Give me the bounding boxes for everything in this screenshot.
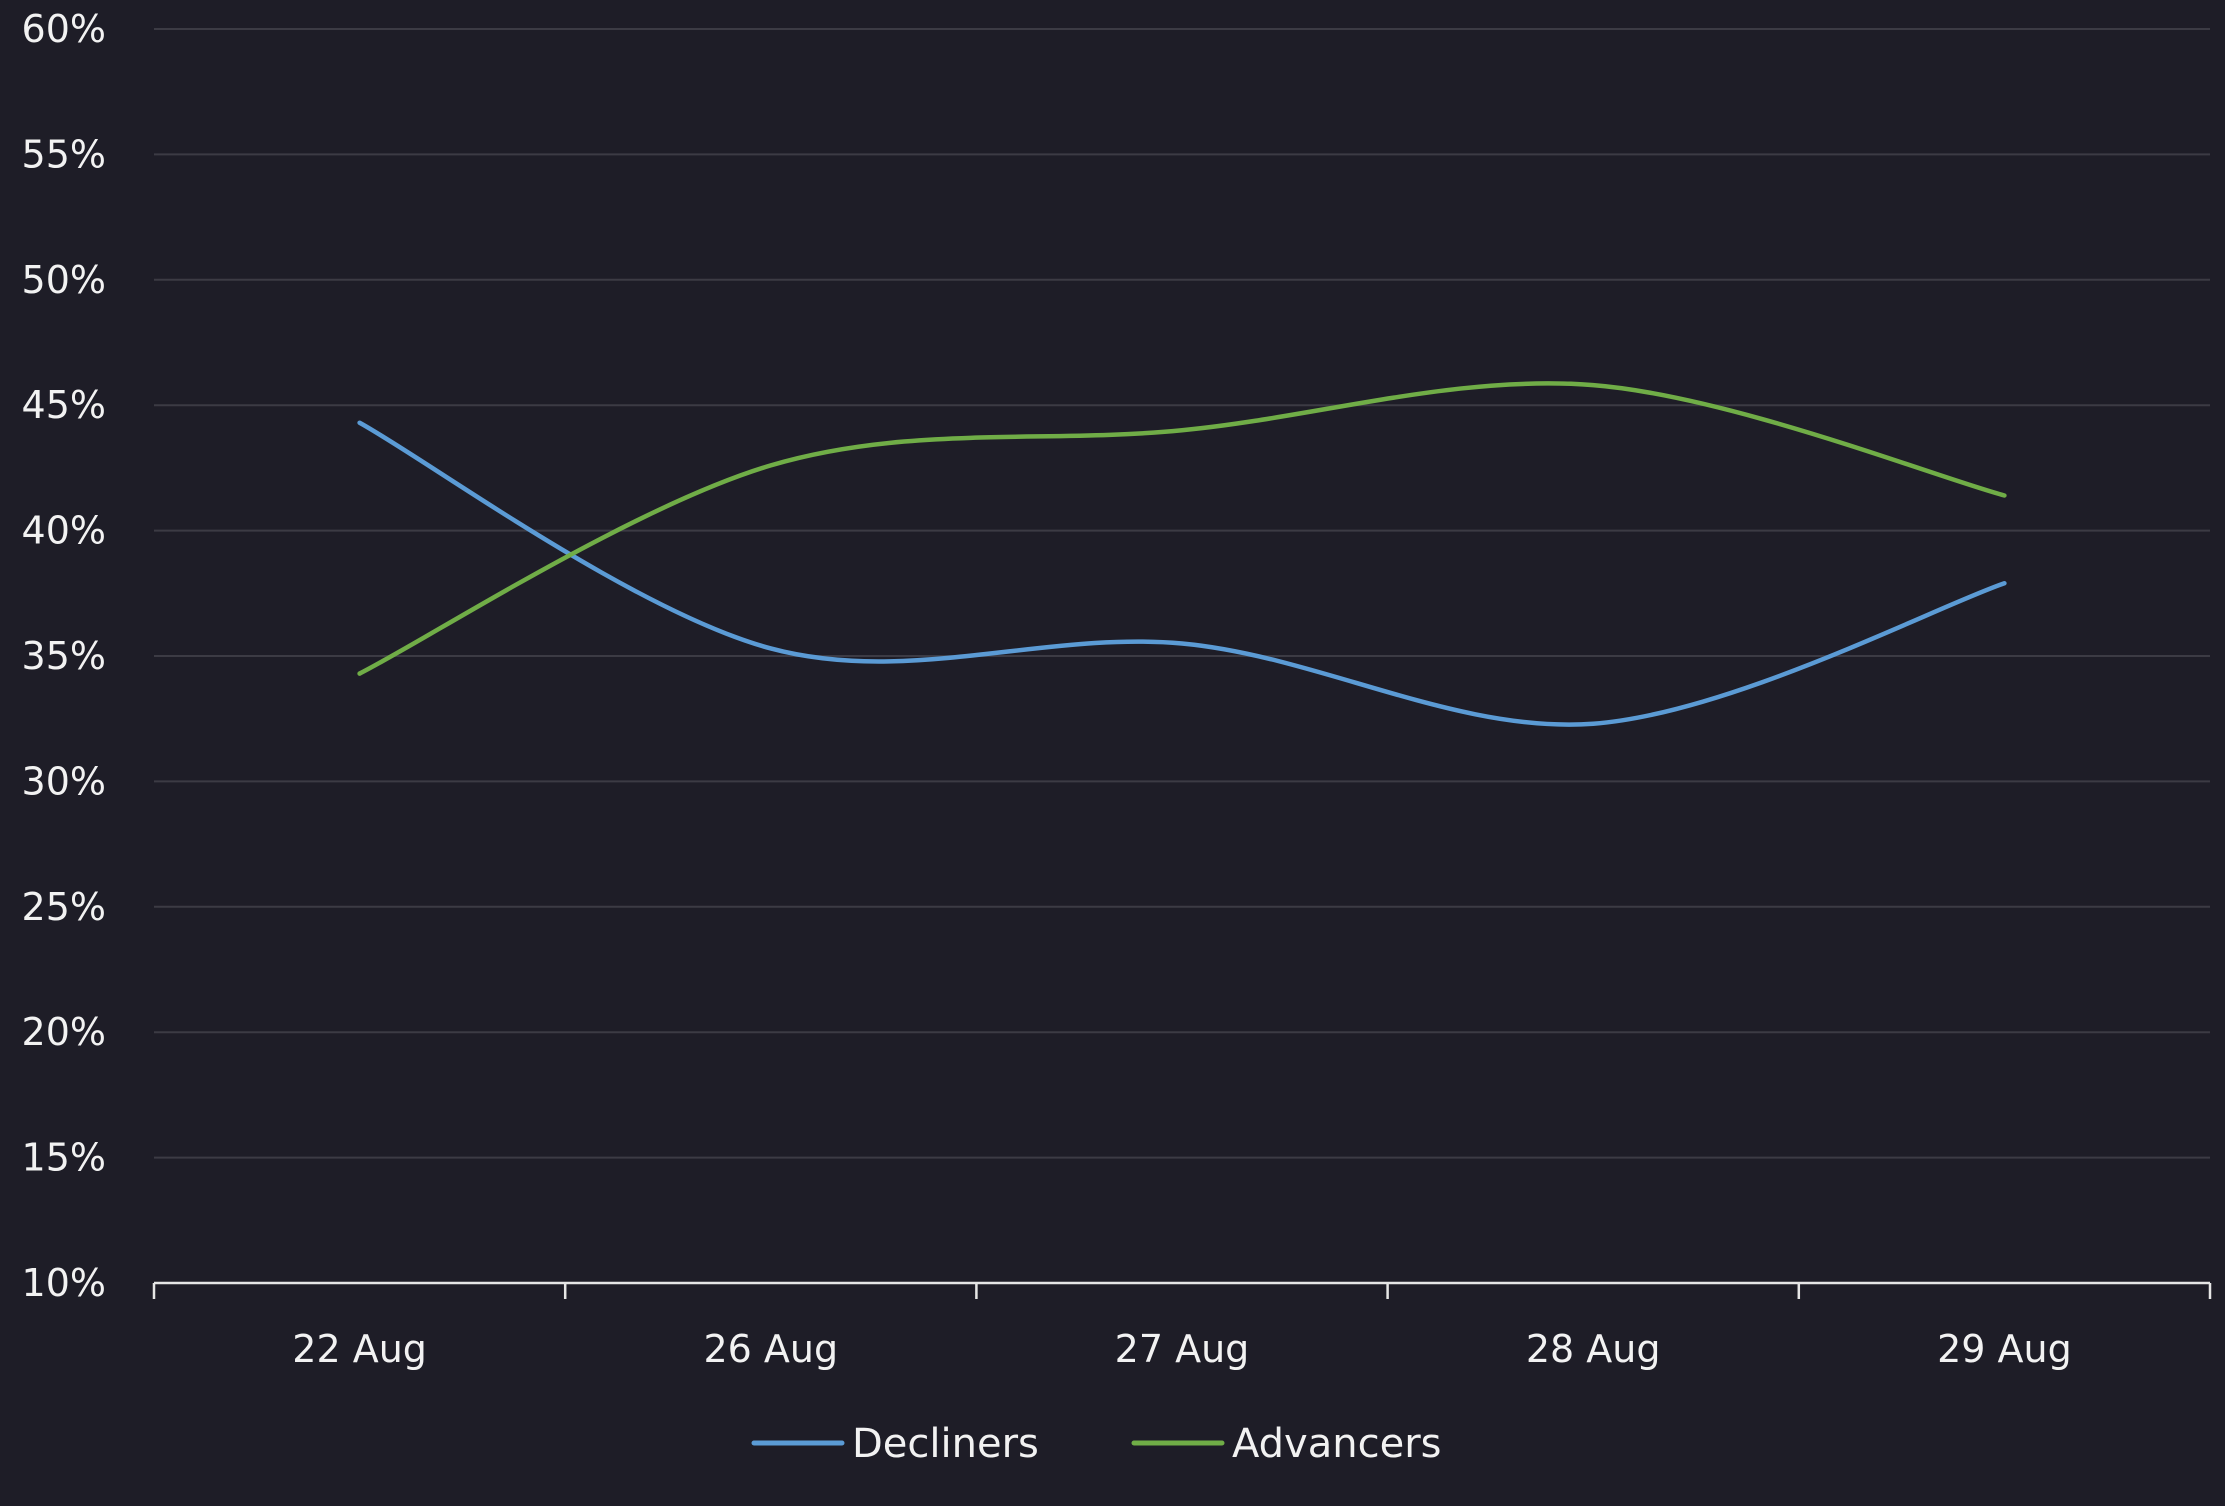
y-tick-label: 25% <box>22 885 106 929</box>
y-axis-ticks: 10% 15% 20% 25% 30% 35% 40% 45% 50% 55% 60% <box>22 7 106 1305</box>
series-line-advancers <box>357 381 2007 676</box>
data-point-advancers <box>2002 493 2006 497</box>
x-tick-label: 29 Aug <box>1937 1327 2072 1371</box>
y-tick-label: 60% <box>22 7 106 51</box>
x-tick-label: 22 Aug <box>292 1327 427 1371</box>
data-point-advancers <box>1591 383 1595 387</box>
data-point-decliners <box>2002 581 2006 585</box>
data-point-advancers <box>769 463 773 467</box>
data-point-advancers <box>358 672 362 676</box>
y-tick-label: 55% <box>22 132 106 176</box>
y-tick-label: 10% <box>22 1261 106 1305</box>
series-lines <box>357 381 2007 727</box>
y-tick-label: 15% <box>22 1136 106 1180</box>
legend-label-advancers: Advancers <box>1232 1421 1441 1467</box>
legend-label-decliners: Decliners <box>852 1421 1039 1467</box>
series-line-decliners <box>357 420 2007 727</box>
x-tick-label: 27 Aug <box>1115 1327 1250 1371</box>
y-tick-label: 45% <box>22 383 106 427</box>
y-tick-label: 30% <box>22 759 106 803</box>
data-point-decliners <box>1180 641 1184 645</box>
y-tick-label: 35% <box>22 634 106 678</box>
y-tick-label: 40% <box>22 509 106 553</box>
data-point-decliners <box>358 421 362 425</box>
y-tick-label: 50% <box>22 258 106 302</box>
data-point-advancers <box>1180 428 1184 432</box>
x-tick-label: 26 Aug <box>703 1327 838 1371</box>
data-point-decliners <box>769 646 773 650</box>
data-point-decliners <box>1591 722 1595 726</box>
y-tick-label: 20% <box>22 1010 106 1054</box>
legend: Decliners Advancers <box>751 1421 1441 1467</box>
gridlines <box>154 28 2210 1159</box>
x-tick-label: 28 Aug <box>1526 1327 1661 1371</box>
x-axis: 22 Aug 26 Aug 27 Aug 28 Aug 29 Aug <box>152 1281 2212 1371</box>
